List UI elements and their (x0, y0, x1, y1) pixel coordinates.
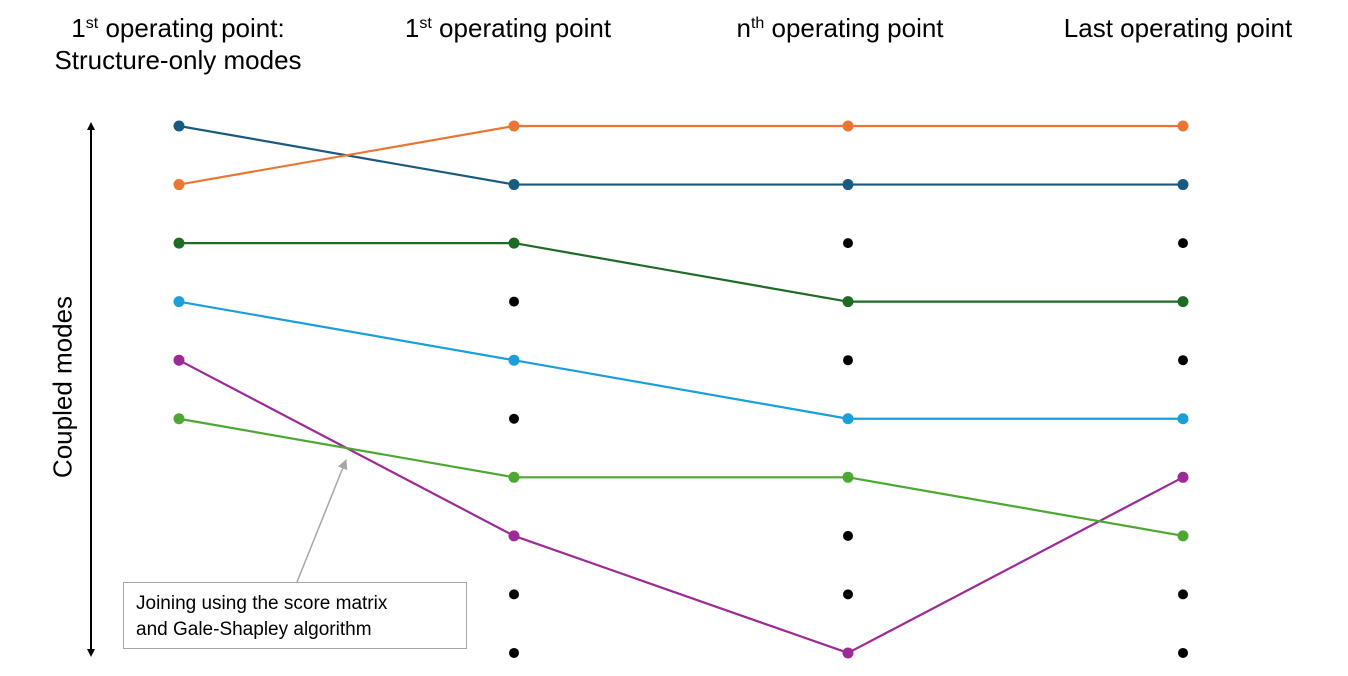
header-text: Last operating point (1063, 13, 1293, 43)
mode-point (508, 237, 520, 249)
mode-point (173, 354, 185, 366)
unmatched-mode-dot (1178, 238, 1188, 249)
unmatched-mode-dot (509, 413, 519, 424)
unmatched-mode-dot (843, 355, 853, 366)
header-col-3: nth operating point (736, 12, 943, 44)
mode-point (842, 120, 854, 132)
header-text: operating point (764, 13, 944, 43)
unmatched-mode-dot (1178, 647, 1188, 658)
annotation-line-2: and Gale-Shapley algorithm (136, 619, 372, 640)
header-text: 1 (404, 13, 420, 43)
mode-track-line (179, 242, 1183, 303)
header-sup: th (750, 15, 765, 32)
mode-point (508, 354, 520, 366)
unmatched-mode-dot (509, 296, 519, 307)
unmatched-mode-dot (843, 238, 853, 249)
mode-point (508, 471, 520, 483)
mode-point (173, 413, 185, 425)
mode-point (1177, 179, 1189, 191)
mode-point (1177, 530, 1189, 542)
annotation-line-1: Joining using the score matrix (136, 593, 388, 614)
mode-point (173, 296, 185, 308)
unmatched-mode-dot (843, 530, 853, 541)
unmatched-mode-dot (509, 589, 519, 600)
mode-track-line (178, 417, 1184, 537)
mode-track-line (178, 124, 1183, 186)
mode-point (842, 179, 854, 191)
mode-point (508, 179, 520, 191)
header-col-2: 1st operating point (405, 12, 611, 44)
header-line2: Structure-only modes (54, 45, 302, 75)
mode-track-line (178, 300, 1183, 420)
unmatched-mode-dot (1178, 355, 1188, 366)
unmatched-mode-dot (509, 647, 519, 658)
mode-point (842, 471, 854, 483)
mode-point (173, 120, 185, 132)
mode-point (1177, 296, 1189, 308)
mode-point (508, 120, 520, 132)
mode-point (842, 296, 854, 308)
header-text: n (736, 13, 751, 43)
header-sup: st (85, 15, 99, 32)
header-col-4: Last operating point (1064, 12, 1292, 44)
header-col-1: 1st operating point: Structure-only mode… (54, 12, 301, 76)
unmatched-mode-dot (1178, 589, 1188, 600)
mode-point (173, 237, 185, 249)
unmatched-mode-dot (843, 589, 853, 600)
annotation-arrow (296, 459, 348, 583)
mode-point (842, 647, 854, 659)
mode-point (508, 530, 520, 542)
mode-point (173, 179, 185, 191)
header-text: operating point (431, 13, 612, 43)
annotation-box: Joining using the score matrix and Gale-… (123, 582, 467, 649)
header-sup: st (419, 15, 432, 32)
mode-point (1177, 120, 1189, 132)
header-text: operating point: (98, 13, 285, 43)
header-text: 1 (71, 13, 86, 43)
mode-point (842, 413, 854, 425)
mode-point (1177, 413, 1189, 425)
mode-track-line (178, 124, 1183, 186)
mode-point (1177, 471, 1189, 483)
